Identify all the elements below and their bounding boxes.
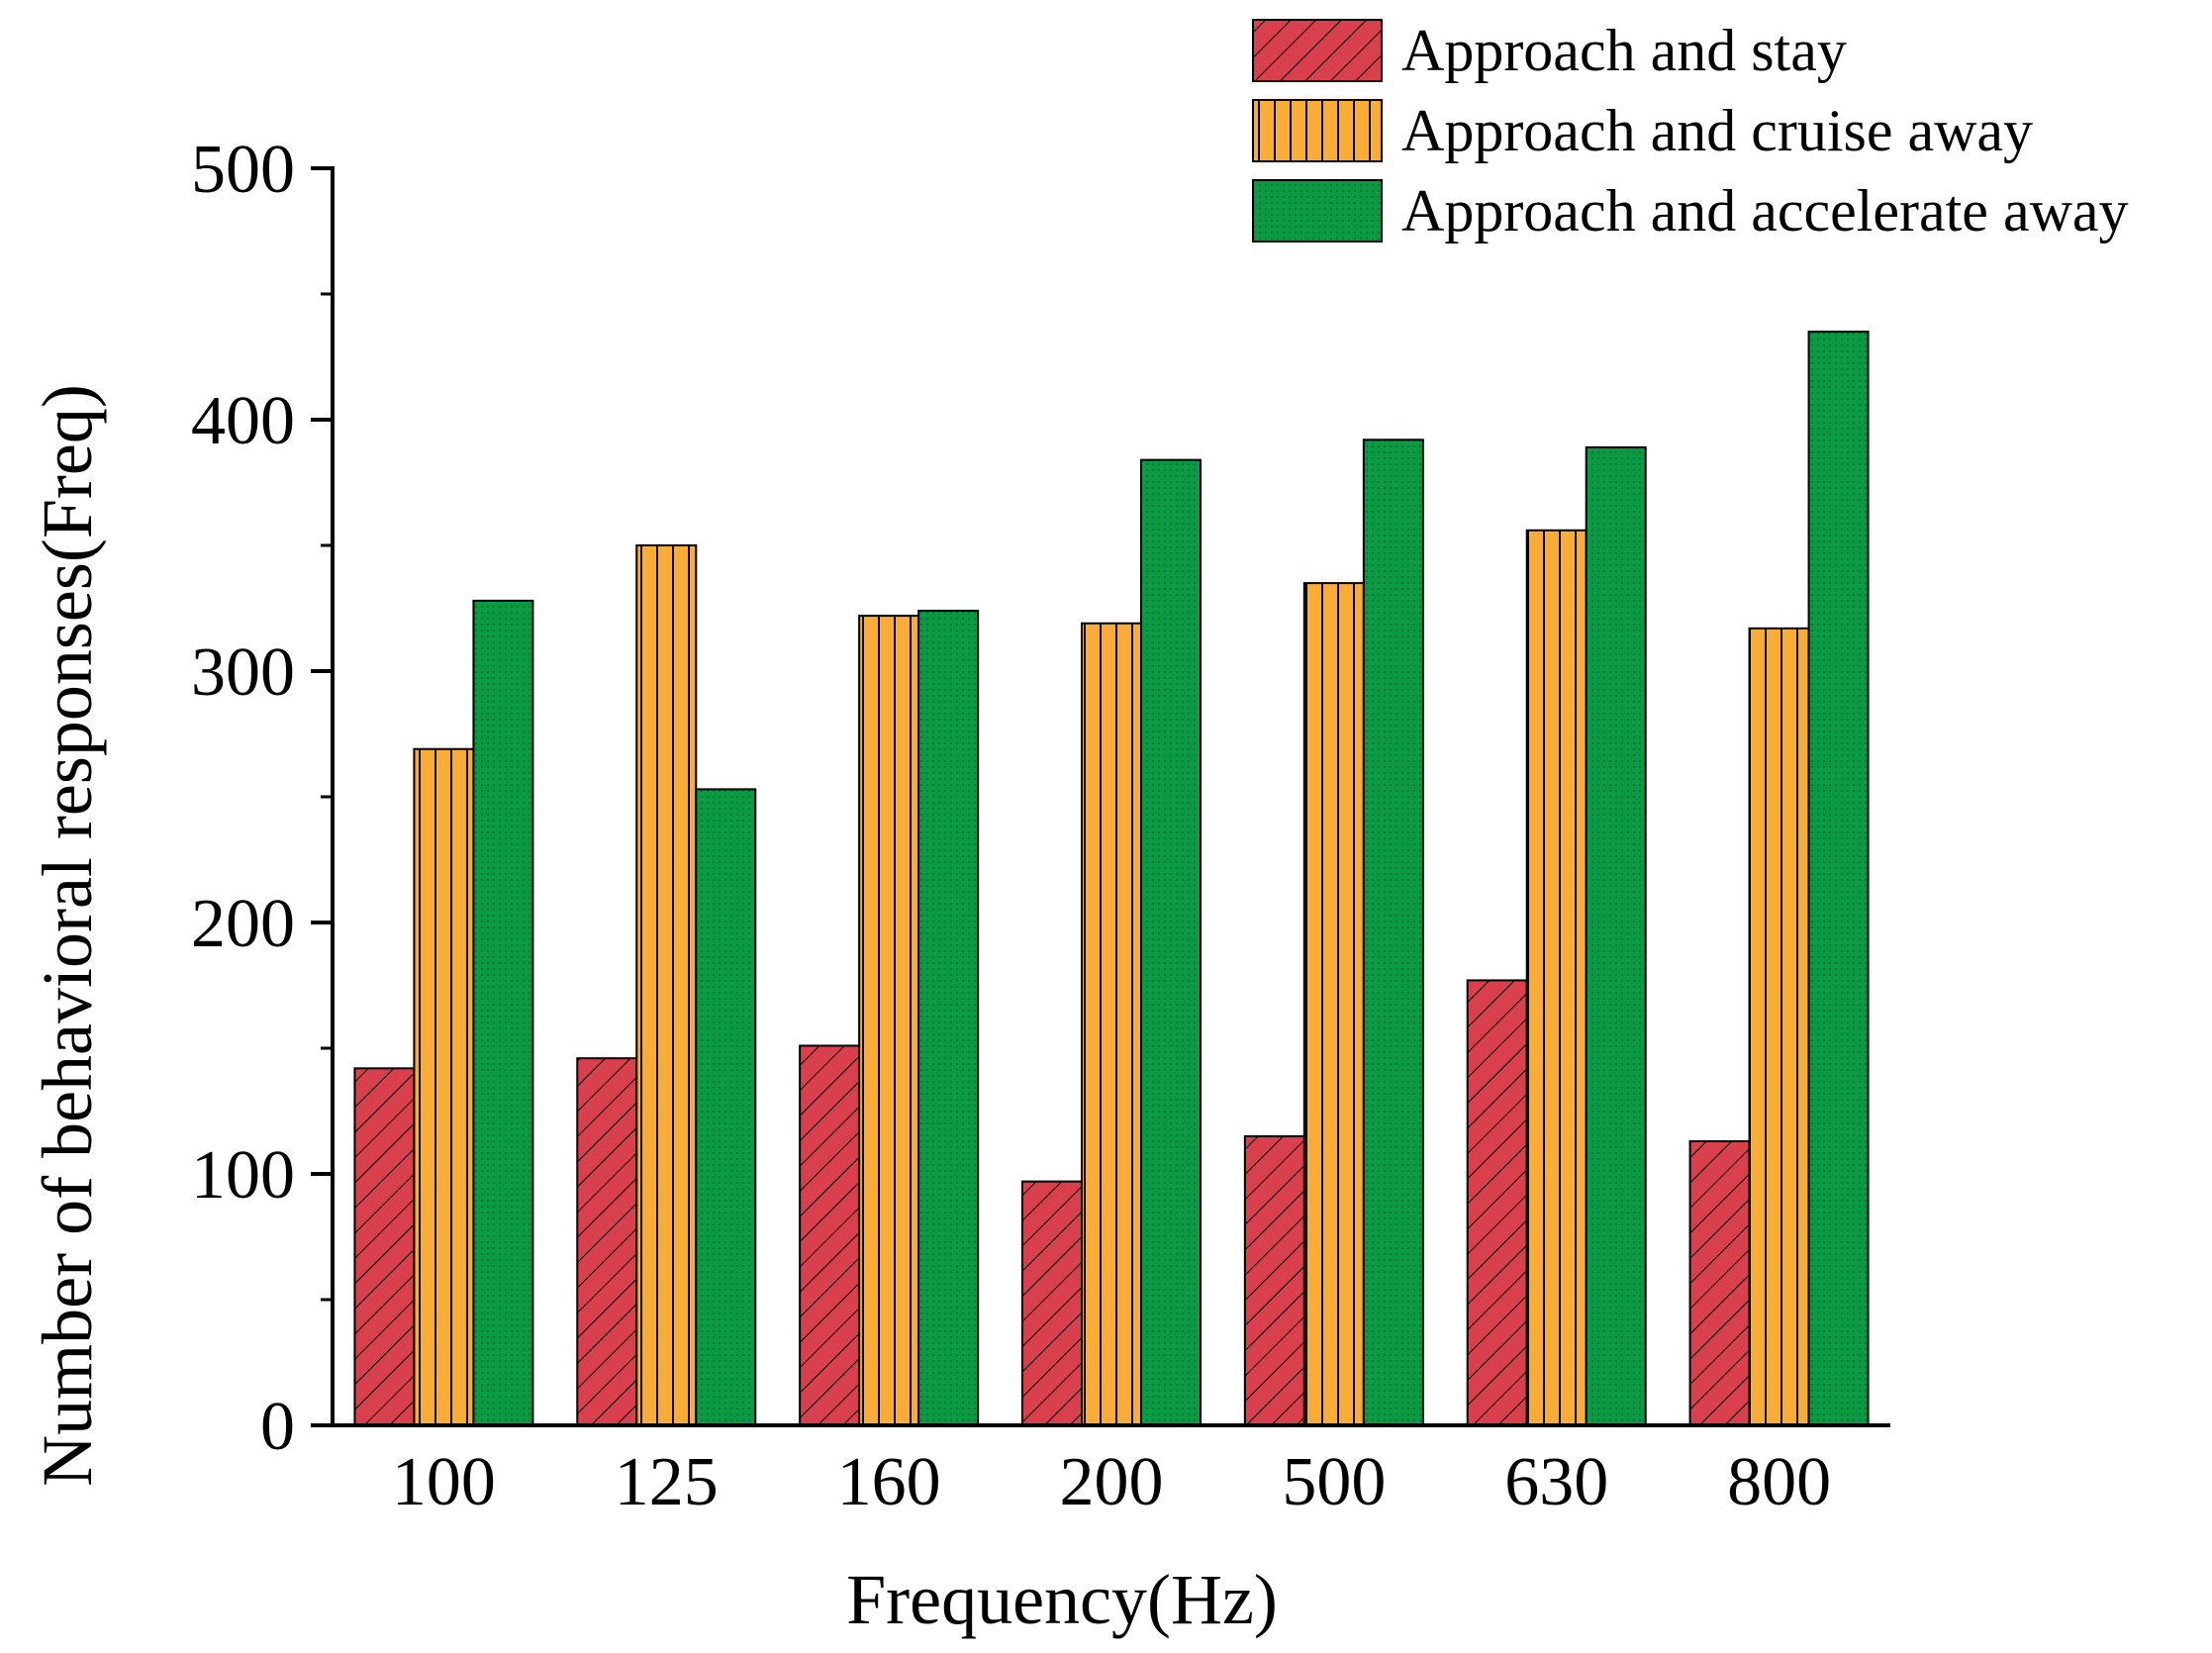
y-tick-label-300: 300 [191,634,295,711]
bar-approach-and-cruise-away-800 [1748,627,1810,1426]
x-tick-label-500: 500 [1282,1444,1386,1520]
x-tick-label-630: 630 [1504,1444,1608,1520]
x-axis-title: Frequency(Hz) [846,1560,1278,1639]
y-ticks: 0 100 200 300 400 500 [191,132,333,1465]
x-tick-label-100: 100 [392,1444,496,1520]
legend-swatch-approach-and-stay [1252,19,1383,82]
legend-label-approach-and-stay: Approach and stay [1401,18,1847,83]
legend: Approach and stay Approach and cruise awa… [1252,18,2129,243]
bar-approach-and-accelerate-away-800 [1807,331,1870,1427]
legend-swatch-approach-and-cruise-away [1252,99,1383,162]
x-tick-label-200: 200 [1060,1444,1164,1520]
bar-approach-and-accelerate-away-125 [695,788,757,1426]
y-tick-label-0: 0 [260,1389,295,1465]
bar-approach-and-stay-800 [1688,1139,1751,1426]
bar-approach-and-stay-630 [1466,979,1528,1426]
bar-approach-and-cruise-away-160 [858,615,920,1426]
bar-approach-and-accelerate-away-100 [472,599,534,1426]
y-tick-label-500: 500 [191,132,295,208]
bars-group [353,331,1870,1427]
bar-approach-and-cruise-away-200 [1081,622,1142,1426]
bar-approach-and-accelerate-away-200 [1140,458,1202,1426]
y-tick-label-400: 400 [191,383,295,459]
y-axis-title: Number of behavioral responses(Freq) [28,384,107,1487]
legend-label-approach-and-cruise-away: Approach and cruise away [1401,98,2033,163]
bar-approach-and-stay-500 [1243,1134,1305,1427]
x-tick-label-160: 160 [837,1444,941,1520]
bar-approach-and-cruise-away-630 [1525,529,1587,1426]
bar-approach-and-stay-100 [353,1067,416,1426]
legend-label-approach-and-accelerate-away: Approach and accelerate away [1401,178,2129,243]
bar-approach-and-cruise-away-500 [1302,582,1365,1426]
bar-approach-and-accelerate-away-630 [1585,445,1647,1426]
axes: 0 100 200 300 400 500 100 125 160 200 500 630 800 [191,132,1890,1520]
bar-approach-and-stay-200 [1021,1180,1083,1426]
legend-swatch-approach-and-accelerate-away [1252,179,1383,243]
bar-approach-and-cruise-away-125 [635,544,698,1426]
bar-approach-and-stay-160 [799,1044,861,1426]
bar-approach-and-accelerate-away-500 [1362,438,1424,1426]
x-tick-label-125: 125 [615,1444,719,1520]
bar-approach-and-accelerate-away-160 [917,610,980,1426]
y-tick-label-100: 100 [191,1137,295,1214]
x-tick-label-800: 800 [1727,1444,1831,1520]
bar-approach-and-stay-125 [576,1057,638,1427]
bar-approach-and-cruise-away-100 [413,747,475,1426]
x-ticks: 100 125 160 200 500 630 800 [392,1444,1831,1520]
y-tick-label-200: 200 [191,886,295,962]
